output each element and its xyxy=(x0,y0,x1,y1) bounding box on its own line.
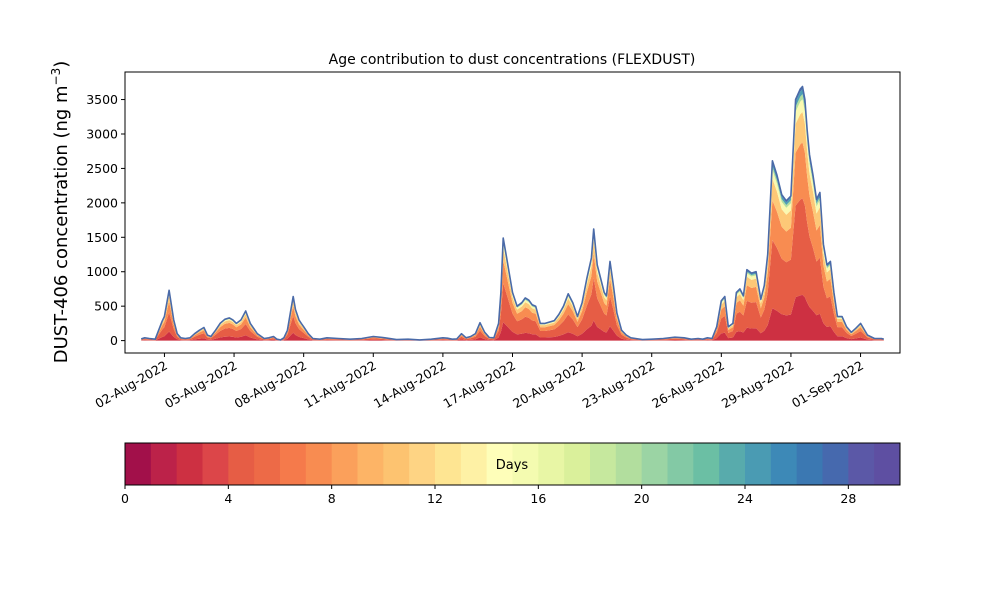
x-tick-label: 02-Aug-2022 xyxy=(92,358,170,411)
colorbar-segment xyxy=(667,443,694,485)
y-tick-label: 1500 xyxy=(86,230,118,245)
colorbar-segment xyxy=(435,443,462,485)
y-tick-label: 2500 xyxy=(86,161,118,176)
colorbar-segment xyxy=(486,443,513,485)
colorbar-segment xyxy=(615,443,643,485)
x-tick-label: 08-Aug-2022 xyxy=(232,358,310,411)
y-tick-label: 3500 xyxy=(86,92,118,107)
colorbar-tick-label: 16 xyxy=(530,491,546,506)
colorbar-segment xyxy=(409,443,436,485)
colorbar-segment xyxy=(357,443,384,485)
colorbar-axis: 0 4 8 12 16 20 24 28 xyxy=(121,485,856,506)
total-concentration-line xyxy=(140,85,885,341)
y-axis-label: DUST-406 concentration (ng m−3) xyxy=(49,61,72,364)
colorbar-segment xyxy=(228,443,255,485)
colorbar-segment xyxy=(383,443,410,485)
colorbar-segment xyxy=(693,443,720,485)
colorbar-tick-label: 8 xyxy=(328,491,336,506)
colorbar-segment xyxy=(590,443,617,485)
age-bands xyxy=(141,86,884,341)
colorbar-tick-label: 4 xyxy=(224,491,232,506)
x-tick-label: 20-Aug-2022 xyxy=(510,358,588,411)
y-tick-label: 500 xyxy=(94,299,118,314)
colorbar-segment xyxy=(305,443,333,485)
colorbar-tick-label: 24 xyxy=(737,491,753,506)
x-tick-label: 14-Aug-2022 xyxy=(371,358,449,411)
x-tick-label: 29-Aug-2022 xyxy=(719,358,797,411)
colorbar-frame xyxy=(124,442,901,486)
colorbar-label: Days xyxy=(496,458,529,473)
colorbar-segment xyxy=(125,443,152,485)
colorbar-segment xyxy=(564,443,591,485)
x-tick-label: 26-Aug-2022 xyxy=(649,358,727,411)
colorbar-segment xyxy=(331,443,358,485)
x-tick-label: 17-Aug-2022 xyxy=(440,358,518,411)
colorbar-segment xyxy=(874,443,901,485)
colorbar-segment xyxy=(202,443,229,485)
x-tick-label: 05-Aug-2022 xyxy=(162,358,240,411)
y-tick-label: 1000 xyxy=(86,264,118,279)
y-tick-label: 0 xyxy=(110,333,118,348)
colorbar-segment xyxy=(822,443,849,485)
y-tick-label: 3000 xyxy=(86,126,118,141)
y-tick-label: 2000 xyxy=(86,195,118,210)
colorbar xyxy=(125,443,901,485)
chart-title: Age contribution to dust concentrations … xyxy=(329,52,696,68)
colorbar-tick-label: 20 xyxy=(634,491,650,506)
colorbar-segment xyxy=(770,443,798,485)
age-band-0 xyxy=(141,294,884,341)
y-axis: 0 500 1000 1500 2000 2500 3000 3500 xyxy=(86,92,125,348)
colorbar-tick-label: 0 xyxy=(121,491,129,506)
colorbar-segment xyxy=(538,443,565,485)
colorbar-segment xyxy=(254,443,281,485)
colorbar-segment xyxy=(150,443,178,485)
x-axis: 02-Aug-202205-Aug-202208-Aug-202211-Aug-… xyxy=(92,353,866,411)
colorbar-segment xyxy=(280,443,307,485)
colorbar-segment xyxy=(512,443,539,485)
x-tick-label: 01-Sep-2022 xyxy=(789,358,866,411)
total-line xyxy=(140,85,885,341)
colorbar-segment xyxy=(460,443,488,485)
colorbar-segment xyxy=(719,443,746,485)
x-tick-label: 23-Aug-2022 xyxy=(580,358,658,411)
colorbar-segment xyxy=(848,443,875,485)
colorbar-segment xyxy=(796,443,823,485)
colorbar-tick-label: 12 xyxy=(427,491,443,506)
colorbar-tick-label: 28 xyxy=(840,491,856,506)
colorbar-segment xyxy=(641,443,668,485)
colorbar-segment xyxy=(745,443,772,485)
x-tick-label: 11-Aug-2022 xyxy=(301,358,379,411)
colorbar-segment xyxy=(176,443,203,485)
